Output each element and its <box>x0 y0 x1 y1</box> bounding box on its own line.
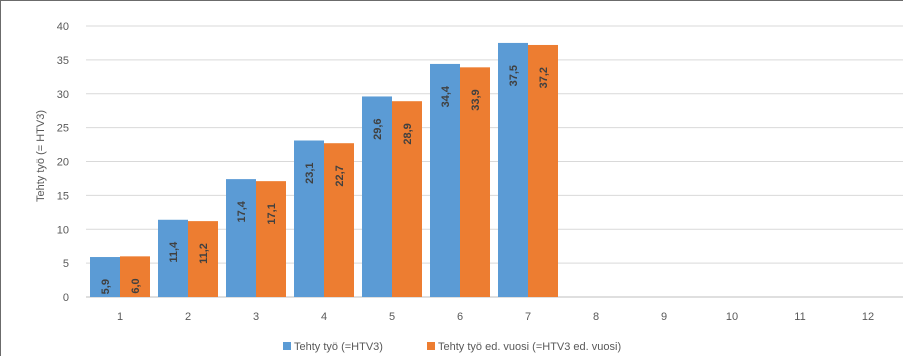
y-tick-label: 15 <box>57 190 69 202</box>
bar-series-1 <box>294 140 324 297</box>
bar-series-2 <box>188 221 218 297</box>
y-tick-label: 40 <box>57 21 69 33</box>
data-label: 17,4 <box>236 200 248 222</box>
data-label: 33,9 <box>470 89 482 110</box>
data-label: 17,1 <box>266 203 278 224</box>
x-tick-label: 6 <box>457 311 463 323</box>
data-labels: 5,9 11,4 17,4 23,1 29,6 34,4 37,5 6,0 11,2 17,1 22… <box>100 65 550 294</box>
bar-series-1 <box>226 179 256 297</box>
y-tick-label: 10 <box>57 224 69 236</box>
x-tick-label: 1 <box>117 311 123 323</box>
data-label: 11,2 <box>198 243 210 264</box>
x-axis-ticks: 1 2 3 4 5 6 7 8 9 10 11 12 <box>117 311 874 323</box>
legend-swatch-series-1 <box>283 342 291 350</box>
bar-series-1 <box>498 42 528 297</box>
data-label: 37,2 <box>538 67 550 88</box>
bar-series-1 <box>158 219 188 297</box>
data-label: 23,1 <box>304 162 316 183</box>
bar-series-1 <box>90 257 120 297</box>
bar-series-1 <box>362 96 392 298</box>
legend-label-series-2: Tehty työ ed. vuosi (=HTV3 ed. vuosi) <box>438 341 621 353</box>
x-tick-label: 5 <box>389 311 395 323</box>
legend: Tehty työ (=HTV3) Tehty työ ed. vuosi (=… <box>283 341 621 353</box>
x-tick-label: 11 <box>794 311 805 323</box>
bar-series-2 <box>120 256 150 297</box>
data-label: 22,7 <box>334 165 346 186</box>
legend-swatch-series-2 <box>427 342 435 350</box>
data-label: 37,5 <box>508 65 520 86</box>
y-tick-label: 35 <box>57 55 69 67</box>
legend-label-series-1: Tehty työ (=HTV3) <box>294 341 383 353</box>
x-tick-label: 7 <box>525 311 531 323</box>
data-label: 5,9 <box>100 279 112 294</box>
data-label: 11,4 <box>168 241 180 263</box>
bar-series-2 <box>528 44 558 297</box>
data-label: 28,9 <box>402 123 414 144</box>
y-axis-ticks: 0 5 10 15 20 25 30 35 40 <box>57 21 69 304</box>
bar-series-2 <box>256 181 286 297</box>
y-tick-label: 30 <box>57 89 69 101</box>
y-tick-label: 5 <box>63 258 69 270</box>
data-label: 29,6 <box>372 118 384 139</box>
gridlines <box>86 25 903 298</box>
x-tick-label: 12 <box>862 311 874 323</box>
bar-series-2 <box>324 143 354 297</box>
y-tick-label: 20 <box>57 157 69 169</box>
x-tick-label: 4 <box>321 311 327 323</box>
bars <box>90 42 558 298</box>
bar-series-2 <box>460 67 490 297</box>
x-tick-label: 10 <box>726 311 738 323</box>
x-tick-label: 8 <box>593 311 599 323</box>
data-label: 34,4 <box>440 85 452 107</box>
bar-series-1 <box>430 63 460 297</box>
y-tick-label: 25 <box>57 123 69 135</box>
x-tick-label: 9 <box>661 311 667 323</box>
x-tick-label: 3 <box>253 311 259 323</box>
y-axis-title: Tehty työ (= HTV3) <box>35 110 47 202</box>
bar-series-2 <box>392 101 422 297</box>
x-tick-label: 2 <box>185 311 191 323</box>
data-label: 6,0 <box>130 278 142 293</box>
y-tick-label: 0 <box>63 292 69 304</box>
